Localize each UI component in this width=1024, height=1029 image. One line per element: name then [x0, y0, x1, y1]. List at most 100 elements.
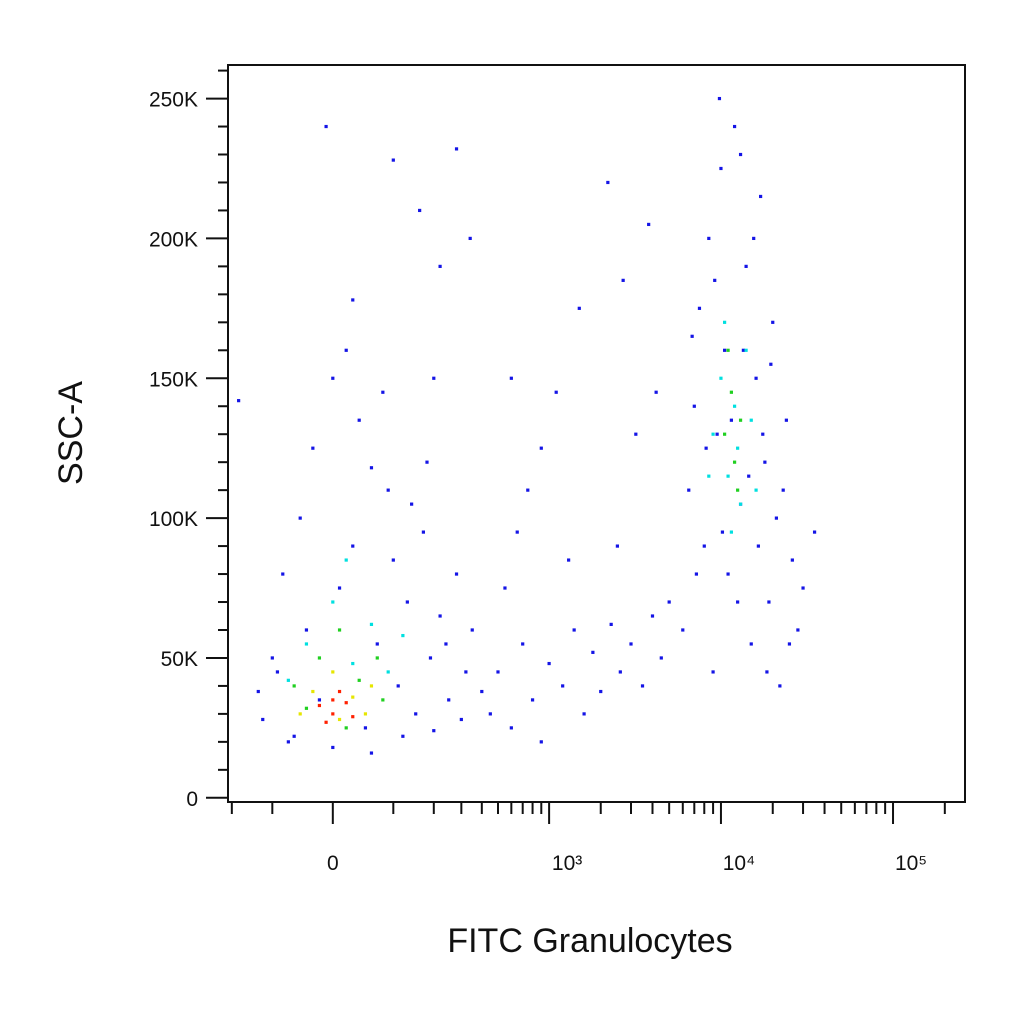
point: [711, 432, 715, 436]
point: [311, 689, 315, 694]
point: [331, 698, 335, 702]
point: [719, 166, 723, 171]
point: [317, 698, 322, 702]
x-tick-label: 10³: [552, 852, 582, 875]
point: [304, 706, 309, 710]
point: [634, 432, 638, 436]
point: [275, 670, 280, 674]
point: [747, 474, 751, 478]
point: [732, 460, 737, 464]
point: [618, 670, 622, 674]
point: [621, 278, 625, 282]
x-tick-label: 0: [327, 852, 339, 875]
point: [324, 720, 328, 724]
point: [381, 698, 385, 702]
point: [697, 306, 702, 310]
point: [503, 586, 507, 590]
point: [547, 661, 551, 666]
y-tick-label: 100K: [149, 508, 198, 531]
point: [515, 530, 519, 534]
point: [761, 432, 765, 436]
point: [749, 642, 753, 646]
point: [298, 516, 302, 520]
point: [582, 712, 586, 716]
point: [732, 404, 737, 408]
point: [311, 446, 315, 450]
point: [464, 670, 468, 674]
point: [401, 633, 405, 638]
point: [736, 446, 740, 450]
point: [369, 751, 374, 755]
point: [261, 717, 265, 722]
point: [572, 628, 576, 632]
point: [428, 656, 433, 660]
point: [640, 684, 645, 688]
point: [784, 418, 788, 422]
point: [438, 264, 442, 268]
point: [726, 348, 730, 352]
point: [480, 689, 484, 694]
point: [454, 147, 459, 151]
point: [539, 740, 543, 744]
point: [707, 236, 711, 241]
point: [763, 460, 767, 464]
point: [298, 712, 302, 716]
point: [344, 558, 348, 562]
point: [561, 684, 565, 688]
point: [704, 446, 708, 450]
point: [681, 628, 685, 632]
point: [401, 734, 405, 738]
point: [781, 488, 785, 492]
point: [530, 698, 535, 702]
point: [759, 194, 763, 199]
point: [756, 544, 760, 548]
y-tick-label: 50K: [161, 648, 198, 671]
point: [381, 390, 385, 394]
point: [801, 586, 805, 590]
point: [732, 124, 737, 129]
y-tick-label: 150K: [149, 368, 198, 391]
point: [337, 586, 342, 590]
point: [692, 404, 696, 408]
point: [521, 642, 525, 646]
point: [363, 712, 368, 716]
point: [744, 264, 748, 268]
point: [432, 376, 436, 380]
point: [774, 516, 778, 520]
point: [554, 390, 558, 394]
point: [726, 474, 730, 478]
point: [609, 622, 613, 626]
point: [738, 152, 743, 157]
point: [767, 600, 771, 604]
point: [344, 348, 348, 352]
point: [723, 348, 727, 352]
point: [729, 418, 733, 422]
point: [363, 726, 368, 730]
point: [375, 642, 379, 646]
point: [270, 656, 274, 660]
point: [488, 712, 492, 716]
point: [444, 642, 448, 646]
point: [690, 334, 694, 338]
point: [713, 278, 717, 282]
point: [396, 684, 400, 688]
point: [599, 689, 603, 694]
point: [496, 670, 500, 674]
point: [615, 544, 619, 548]
point: [754, 488, 758, 492]
point: [459, 717, 463, 722]
point: [447, 698, 451, 702]
point: [292, 684, 296, 688]
x-axis-title: FITC Granulocytes: [447, 922, 732, 960]
point: [421, 530, 425, 534]
point: [723, 320, 727, 324]
point: [694, 572, 699, 576]
point: [812, 530, 817, 534]
point: [237, 399, 241, 403]
point: [304, 628, 309, 632]
point: [369, 466, 374, 470]
point: [702, 544, 706, 548]
point: [647, 222, 651, 227]
point: [324, 124, 328, 129]
